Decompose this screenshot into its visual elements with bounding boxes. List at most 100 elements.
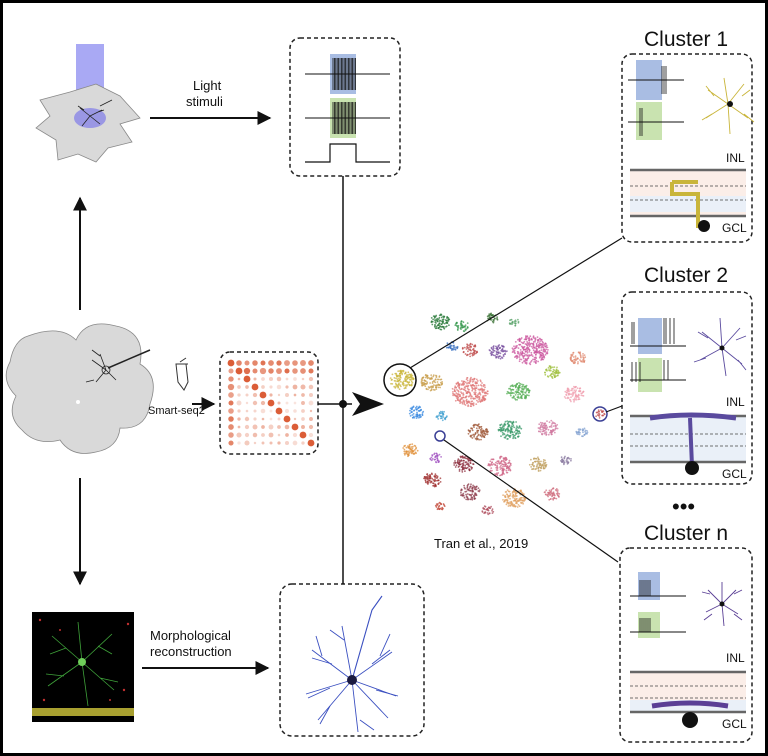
tsne-point: [477, 401, 479, 403]
tsne-point: [470, 345, 472, 348]
tsne-point: [578, 433, 581, 436]
tsne-point: [475, 382, 477, 385]
tsne-point: [545, 431, 548, 433]
tsne-point: [519, 432, 521, 434]
tsne-point: [500, 349, 503, 352]
tsne-point: [467, 381, 470, 384]
tsne-point: [462, 330, 465, 332]
tsne-point: [434, 484, 437, 487]
tsne-point: [454, 462, 457, 464]
tsne-point: [509, 431, 512, 433]
tsne-point: [427, 483, 429, 485]
tsne-point: [403, 387, 406, 390]
tsne-point: [416, 415, 419, 418]
tsne-point: [470, 436, 472, 438]
tsne-point: [519, 343, 522, 346]
tsne-point: [466, 387, 469, 390]
heatmap-dot: [293, 417, 297, 421]
tsne-point: [479, 379, 482, 382]
tsne-point: [543, 432, 546, 435]
tsne-point: [463, 496, 466, 499]
tsne-point: [539, 421, 542, 424]
tsne-point: [502, 469, 505, 472]
tsne-point: [524, 391, 526, 394]
tsne-point: [517, 347, 520, 349]
tsne-point: [508, 420, 510, 423]
heatmap-dot: [301, 441, 305, 445]
tsne-point: [492, 458, 494, 461]
tsne-point: [396, 378, 399, 381]
tsne-point: [516, 398, 518, 401]
tsne-point: [410, 373, 413, 376]
tsne-point: [541, 432, 543, 435]
tsne-point: [583, 354, 586, 356]
tsne-point: [544, 373, 547, 376]
tsne-point: [548, 489, 551, 492]
tsne-point: [539, 462, 541, 465]
tsne-point: [538, 337, 541, 340]
tsne-point: [532, 465, 535, 468]
tsne-point: [553, 366, 556, 368]
tsne-point: [512, 420, 515, 423]
tsne-point: [409, 407, 412, 410]
tsne-point: [498, 429, 501, 431]
tsne-point: [511, 396, 514, 399]
tsne-point: [582, 431, 584, 434]
heatmap-dot: [237, 441, 241, 445]
tsne-point: [435, 461, 437, 463]
tsne-point: [441, 382, 444, 385]
tsne-point: [466, 379, 469, 382]
smart-seq2-label: Smart-seq2: [148, 405, 205, 417]
tsne-point: [596, 411, 599, 414]
tsne-point: [501, 429, 504, 432]
tsne-point: [513, 345, 515, 348]
tsne-point: [503, 457, 506, 460]
tsne-point: [517, 318, 519, 321]
tsne-point: [546, 426, 549, 429]
tsne-point: [465, 498, 468, 501]
tsne-point: [487, 315, 490, 317]
tsne-point: [482, 397, 485, 400]
tsne-point: [426, 377, 429, 380]
tsne-point: [536, 464, 538, 467]
tsne-point: [455, 324, 458, 327]
tsne-point: [398, 373, 401, 375]
tsne-point: [540, 346, 543, 349]
tsne-point: [534, 340, 536, 343]
tsne-point: [511, 388, 514, 391]
tsne-point: [600, 409, 602, 411]
tsne-point: [469, 342, 472, 345]
tsne-point: [431, 385, 434, 388]
tsne-point: [501, 426, 503, 429]
tsne-point: [454, 394, 457, 397]
tsne-point: [502, 433, 504, 436]
heatmap-dot: [277, 393, 281, 397]
tsne-point: [522, 393, 525, 396]
tsne-point: [545, 432, 547, 435]
heatmap-dot: [237, 385, 241, 389]
tsne-point: [573, 385, 575, 388]
tsne-point: [404, 452, 407, 455]
tsne-point: [487, 513, 490, 516]
tsne-point: [471, 429, 474, 432]
tsne-point: [533, 356, 536, 359]
tsne-point: [453, 464, 456, 466]
tsne-point: [467, 401, 470, 403]
tsne-point: [520, 427, 523, 430]
tsne-point: [437, 418, 440, 420]
tsne-point: [461, 462, 464, 465]
tsne-point: [499, 352, 502, 355]
tsne-point: [402, 370, 405, 373]
tsne-point: [476, 351, 479, 354]
tsne-point: [499, 426, 501, 429]
tsne-point: [503, 423, 506, 426]
tsne-point: [471, 395, 473, 398]
tsne-point: [418, 410, 421, 412]
tsne-point: [438, 508, 441, 510]
tsne-point: [583, 361, 585, 363]
tsne-point: [434, 473, 437, 476]
tsne-point: [497, 351, 500, 353]
tsne-point: [462, 394, 464, 396]
tsne-point: [496, 348, 499, 350]
tsne-point: [413, 415, 415, 418]
